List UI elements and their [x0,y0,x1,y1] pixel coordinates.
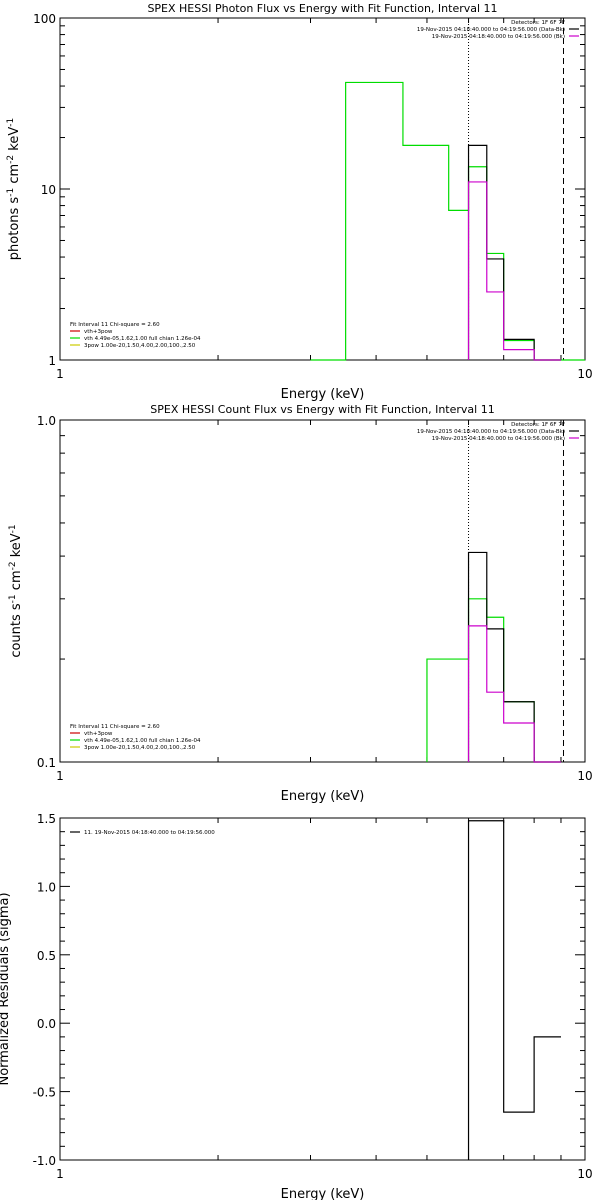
x-tick-label: 10 [577,1167,592,1181]
x-tick-label: 10 [577,367,592,381]
x-tick-label: 1 [56,1167,64,1181]
y-axis-label-part: keV [9,533,24,561]
y-tick-label: 100 [33,12,56,26]
y-tick-label: 1.0 [37,414,56,428]
legend-text: vth+3pow [84,731,113,737]
series-data-histogram [467,144,561,361]
header-text: Detectors: 1F 6F 7F [511,422,565,428]
series-data-histogram [467,820,561,1160]
header-text: 19-Nov-2015 04:18:40.000 to 04:19:56.000… [432,34,565,40]
y-axis-ticks [60,17,585,361]
y-axis-label-exponent: -1 [8,594,18,603]
y-axis-label-part: counts s [9,603,24,658]
y-tick-label: 0.1 [37,756,56,770]
y-tick-label: 1.5 [37,812,56,826]
x-axis-label: Energy (keV) [281,387,365,402]
plot-frame [59,419,586,763]
y-axis-label-part: keV [7,127,22,155]
y-axis-label: photons s-1 cm-2 keV-1 [6,118,22,260]
legend-text: vth 4.49e-05,1.62,1.00 full chian 1.26e-… [84,738,201,744]
x-tick-label: 1 [56,367,64,381]
x-tick-label: 10 [577,769,592,783]
chart-title: SPEX HESSI Count Flux vs Energy with Fit… [150,403,494,416]
y-axis-label-part: photons s [7,197,22,261]
y-axis-label-part: cm [9,570,24,594]
series-total-histogram [467,181,561,361]
legend-text: 11. 19-Nov-2015 04:18:40.000 to 04:19:56… [84,830,215,836]
y-tick-label: 10 [41,183,56,197]
header-text: 19-Nov-2015 04:18:40.000 to 04:19:56.000… [417,27,565,33]
residuals-panel: 1 10 -1.0 -0.5 0.0 0.5 1.0 1.5 Energy (keV) Norma… [0,812,593,1200]
legend-text: vth 4.49e-05,1.62,1.00 full chian 1.26e-… [84,336,201,342]
header-text: Detectors: 1F 6F 7F [511,20,565,26]
y-axis-label-exponent: -1 [6,118,16,127]
series-data-histogram [467,551,561,763]
x-tick-label: 1 [56,769,64,783]
y-axis-label-exponent: -1 [6,188,16,197]
y-axis-label-exponent: -2 [8,561,18,570]
x-axis-ticks [59,18,586,360]
legend-text: Fit Interval 11 Chi-square = 2.60 [70,724,160,730]
legend-text: 3pow 1.00e-20,1.50,4.00,2.00,100.,2.50 [84,343,196,349]
count-flux-panel: SPEX HESSI Count Flux vs Energy with Fit… [8,403,593,804]
y-axis-label: counts s-1 cm-2 keV-1 [8,524,24,657]
x-axis-label: Energy (keV) [281,1187,365,1200]
x-axis-label: Energy (keV) [281,789,365,804]
header-text: 19-Nov-2015 04:18:40.000 to 04:19:56.000… [432,436,565,442]
y-tick-label: -1.0 [33,1154,56,1168]
chart-title: SPEX HESSI Photon Flux vs Energy with Fi… [147,2,497,15]
series-vth-histogram [310,81,585,361]
y-axis-label-part: Normalized Residuals (sigma) [0,892,12,1085]
y-axis-ticks [60,817,585,1161]
y-tick-label: 0.0 [37,1017,56,1031]
x-axis-ticks [59,420,586,762]
y-axis-label-part: cm [7,164,22,188]
y-tick-label: 1.0 [37,880,56,894]
plot-frame [59,17,586,361]
y-axis-ticks [60,419,585,763]
y-tick-label: -0.5 [33,1086,56,1100]
y-tick-label: 0.5 [37,949,56,963]
y-tick-label: 1 [48,354,56,368]
series-vth-histogram [426,598,561,763]
y-axis-label: Normalized Residuals (sigma) [0,892,12,1085]
series-total-histogram [467,625,561,763]
x-axis-ticks [59,818,586,1160]
legend-text: Fit Interval 11 Chi-square = 2.60 [70,322,160,328]
y-axis-label-exponent: -2 [6,155,16,164]
legend-text: vth+3pow [84,329,113,335]
y-axis-label-exponent: -1 [8,524,18,533]
photon-flux-panel: SPEX HESSI Photon Flux vs Energy with Fi… [6,2,593,402]
header-text: 19-Nov-2015 04:18:40.000 to 04:19:56.000… [417,429,565,435]
legend-text: 3pow 1.00e-20,1.50,4.00,2.00,100.,2.50 [84,745,196,751]
plot-frame [59,817,586,1161]
